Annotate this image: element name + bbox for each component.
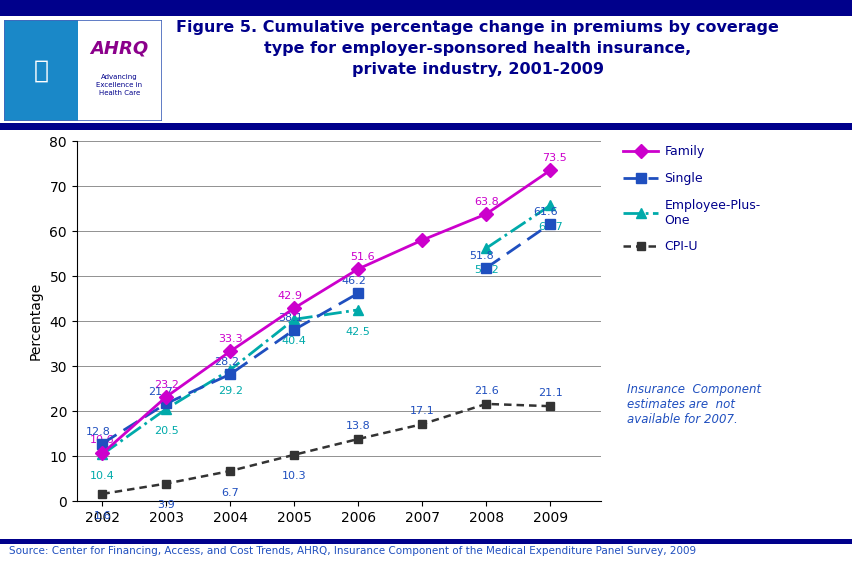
- Text: Figure 5. Cumulative percentage change in premiums by coverage
type for employer: Figure 5. Cumulative percentage change i…: [176, 20, 778, 77]
- Text: 61.6: 61.6: [533, 207, 558, 217]
- Text: 6.7: 6.7: [222, 488, 239, 498]
- Bar: [4, 20, 78, 121]
- Text: 13.8: 13.8: [345, 420, 371, 431]
- Text: 51.6: 51.6: [349, 252, 374, 262]
- Text: 1.6: 1.6: [94, 510, 111, 521]
- Text: 10.4: 10.4: [89, 471, 115, 481]
- Text: 🦅: 🦅: [34, 59, 49, 82]
- Text: 28.2: 28.2: [213, 357, 239, 367]
- Text: AHRQ: AHRQ: [90, 39, 148, 58]
- Text: 65.7: 65.7: [537, 222, 562, 232]
- Text: 29.2: 29.2: [217, 386, 243, 396]
- Text: 17.1: 17.1: [409, 406, 435, 416]
- Text: 63.8: 63.8: [473, 197, 498, 207]
- Text: 3.9: 3.9: [158, 500, 175, 510]
- Text: 42.5: 42.5: [345, 327, 371, 336]
- Text: 38.1: 38.1: [278, 313, 302, 323]
- Text: 21.6: 21.6: [473, 385, 498, 396]
- Text: 21.7: 21.7: [148, 386, 173, 396]
- Legend: Family, Single, Employee-Plus-
One, CPI-U: Family, Single, Employee-Plus- One, CPI-…: [618, 140, 765, 259]
- Text: Advancing
Excellence in
Health Care: Advancing Excellence in Health Care: [96, 74, 142, 96]
- Text: 23.2: 23.2: [153, 380, 179, 390]
- Text: 10.6: 10.6: [90, 435, 114, 445]
- Text: 33.3: 33.3: [218, 334, 242, 344]
- Text: Source: Center for Financing, Access, and Cost Trends, AHRQ, Insurance Component: Source: Center for Financing, Access, an…: [9, 546, 695, 556]
- Text: 46.2: 46.2: [342, 276, 366, 286]
- Bar: [78, 20, 162, 121]
- Text: 51.8: 51.8: [469, 251, 494, 261]
- Text: 40.4: 40.4: [281, 336, 307, 346]
- Text: 12.8: 12.8: [86, 427, 111, 437]
- Text: 73.5: 73.5: [541, 153, 566, 164]
- Text: Insurance  Component
estimates are  not
available for 2007.: Insurance Component estimates are not av…: [626, 383, 760, 426]
- Text: 10.3: 10.3: [282, 471, 306, 482]
- Text: 20.5: 20.5: [153, 426, 179, 435]
- Text: 21.1: 21.1: [537, 388, 562, 398]
- Y-axis label: Percentage: Percentage: [28, 282, 43, 360]
- Text: 56.2: 56.2: [473, 265, 498, 275]
- Text: 42.9: 42.9: [277, 291, 302, 301]
